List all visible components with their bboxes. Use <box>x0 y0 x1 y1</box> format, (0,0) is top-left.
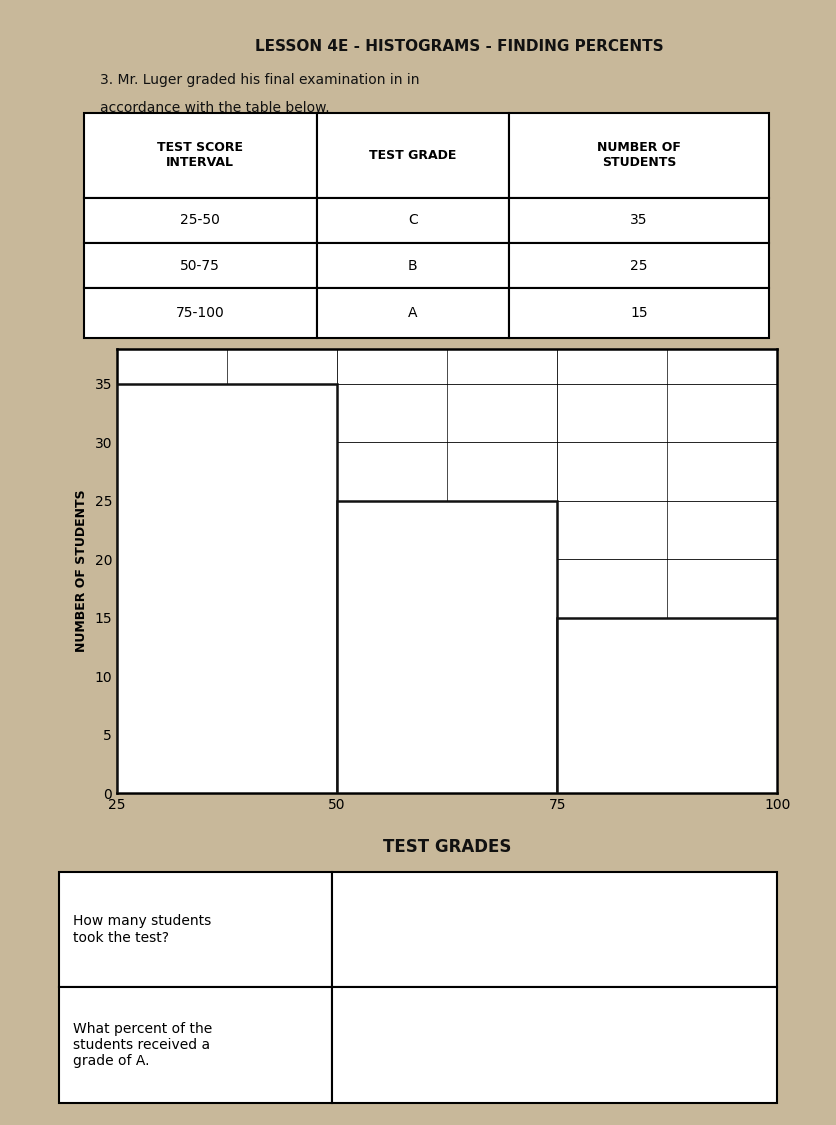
Bar <box>317 112 508 198</box>
Bar <box>59 988 332 1102</box>
Bar <box>558 618 777 793</box>
Text: LESSON 4E - HISTOGRAMS - FINDING PERCENTS: LESSON 4E - HISTOGRAMS - FINDING PERCENT… <box>256 39 664 54</box>
Text: A: A <box>408 306 417 319</box>
Text: accordance with the table below.: accordance with the table below. <box>100 101 330 115</box>
Text: C: C <box>408 214 417 227</box>
Bar <box>84 198 317 243</box>
Bar <box>317 243 508 288</box>
Bar <box>317 288 508 338</box>
Text: 15: 15 <box>630 306 648 319</box>
Bar <box>332 872 777 988</box>
Text: How many students
took the test?: How many students took the test? <box>73 915 212 945</box>
Text: 3. Mr. Luger graded his final examination in in: 3. Mr. Luger graded his final examinatio… <box>100 73 420 87</box>
Text: 75-100: 75-100 <box>176 306 225 319</box>
Bar <box>84 243 317 288</box>
Bar <box>84 112 317 198</box>
Y-axis label: NUMBER OF STUDENTS: NUMBER OF STUDENTS <box>74 489 88 652</box>
Text: TEST GRADES: TEST GRADES <box>383 838 512 856</box>
Text: 25-50: 25-50 <box>181 214 220 227</box>
Text: NUMBER OF
STUDENTS: NUMBER OF STUDENTS <box>597 142 681 169</box>
Bar <box>332 988 777 1102</box>
Bar <box>59 872 332 988</box>
Text: 25: 25 <box>630 259 648 272</box>
Bar <box>508 243 769 288</box>
Bar <box>508 112 769 198</box>
Bar <box>84 288 317 338</box>
Text: B: B <box>408 259 417 272</box>
Text: TEST GRADE: TEST GRADE <box>369 148 456 162</box>
Bar <box>337 501 558 793</box>
Bar <box>508 288 769 338</box>
Text: 35: 35 <box>630 214 648 227</box>
Bar <box>508 198 769 243</box>
Text: What percent of the
students received a
grade of A.: What percent of the students received a … <box>73 1022 212 1068</box>
Bar <box>117 384 337 793</box>
Bar <box>317 198 508 243</box>
Text: 50-75: 50-75 <box>181 259 220 272</box>
Text: TEST SCORE
INTERVAL: TEST SCORE INTERVAL <box>157 142 243 169</box>
